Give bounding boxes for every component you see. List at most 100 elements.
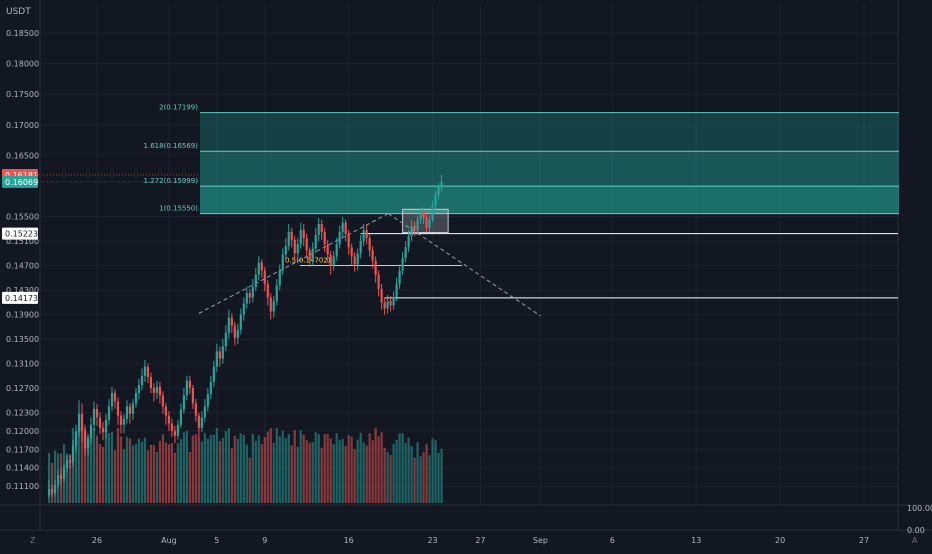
candle-body	[224, 332, 227, 347]
price-axis[interactable]: 0.18500 0.18000 0.17500 0.17000 0.16500 0.155…	[2, 29, 200, 491]
volume-bar	[182, 432, 185, 503]
candle-body	[296, 244, 299, 254]
candle-body	[227, 317, 230, 333]
candle-body	[116, 401, 120, 416]
candle-body	[176, 424, 179, 436]
candle-body	[251, 287, 254, 298]
price-tick-label: 0.17000	[6, 121, 39, 130]
candle-body	[125, 406, 129, 419]
price-tick-label: 0.11700	[6, 445, 39, 454]
auto-scale-toggle[interactable]: A	[912, 536, 918, 545]
volume-bar	[380, 432, 383, 503]
volume-bar	[284, 438, 287, 503]
price-badge-label[interactable]: 0.15223	[5, 230, 38, 239]
timezone-toggle[interactable]: Z	[30, 536, 36, 545]
volume-bar	[419, 456, 422, 503]
candle-body	[101, 427, 105, 433]
candle-body	[311, 248, 314, 260]
candle-body	[53, 484, 57, 494]
candle-body	[326, 244, 329, 255]
volume-bar	[308, 443, 311, 503]
volume-bar	[410, 446, 413, 503]
candle-body	[86, 438, 90, 449]
candle-body	[425, 217, 428, 228]
candle-body	[401, 258, 404, 271]
volume-bar	[86, 436, 90, 503]
fibonacci-extension[interactable]: 2(0.17199) 1.618(0.16569) 1.272(0.15999) 1(…	[144, 104, 899, 215]
price-badge-label[interactable]: 0.16181	[5, 171, 38, 180]
projection-dashed-line[interactable]	[198, 213, 389, 314]
candle-body	[173, 430, 176, 436]
drawings[interactable]: 0.5(0.14702)	[198, 208, 898, 317]
volume-bar	[164, 442, 168, 503]
candle-body	[260, 262, 263, 271]
zone-rectangle[interactable]	[402, 208, 449, 234]
time-tick-label: 13	[691, 536, 701, 545]
candle-body	[335, 244, 338, 257]
candle-body	[290, 231, 293, 240]
candle-body	[119, 415, 123, 425]
volume-bar	[386, 452, 389, 503]
price-tick-label: 0.13100	[6, 360, 39, 369]
time-tick-label: 27	[475, 536, 485, 545]
volume-bar	[395, 439, 398, 503]
volume-bar	[401, 433, 404, 503]
volume-bar	[128, 438, 132, 503]
volume-bar	[146, 450, 150, 503]
volume-bar	[116, 428, 120, 503]
candle-body	[203, 406, 206, 418]
volume-bar	[326, 434, 329, 503]
volume-bar	[170, 443, 174, 503]
candle-body	[329, 254, 332, 266]
candle-body	[152, 388, 156, 393]
candle-body	[170, 423, 174, 431]
candle-body	[233, 325, 236, 338]
projection-dashed-line[interactable]	[387, 213, 541, 317]
currency-label[interactable]: USDT	[6, 7, 31, 17]
candle-body	[308, 250, 311, 260]
volume-bar	[302, 434, 305, 503]
candle-body	[269, 297, 272, 312]
candle-body	[155, 386, 159, 393]
volume-bar	[317, 433, 320, 503]
candle-body	[410, 225, 413, 237]
time-tick-label: 9	[262, 536, 267, 545]
candle-body	[275, 285, 278, 302]
candle-body	[131, 403, 135, 414]
volume-bar	[203, 433, 206, 503]
candle-body	[356, 253, 359, 265]
candle-body	[305, 238, 308, 251]
volume-bar	[422, 452, 425, 503]
volume-bar	[53, 450, 57, 503]
volume-scale-min: 0.00	[907, 526, 925, 535]
candle-body	[302, 230, 305, 239]
volume-bar	[227, 428, 230, 503]
price-tick-label: 0.18500	[6, 29, 39, 38]
volume-bar	[260, 444, 263, 503]
candle-body	[107, 406, 111, 420]
volume-bar	[230, 448, 233, 503]
price-badge-label[interactable]: 0.16069	[5, 178, 38, 187]
candle-body	[122, 418, 126, 425]
volume-bar	[125, 436, 129, 503]
volume-bar	[239, 433, 242, 503]
candle-body	[353, 256, 356, 265]
price-badge-label[interactable]: 0.14173	[5, 294, 38, 303]
volume-bar	[266, 431, 269, 503]
candle-body	[362, 230, 365, 242]
volume-bar	[320, 447, 323, 503]
volume-bar	[149, 444, 153, 503]
candle-body	[437, 187, 440, 196]
volume-bar	[176, 443, 179, 503]
volume-bar	[335, 433, 338, 503]
candle-body	[137, 384, 141, 393]
time-axis[interactable]: 26 Aug 5 9 16 23 27 Sep 6 13 20 27	[92, 536, 869, 545]
candle-body	[83, 430, 87, 449]
candle-body	[212, 366, 215, 382]
volume-bar	[365, 445, 368, 503]
volume-bar	[131, 445, 135, 503]
volume-bar	[413, 457, 416, 503]
candle-body	[350, 247, 353, 257]
